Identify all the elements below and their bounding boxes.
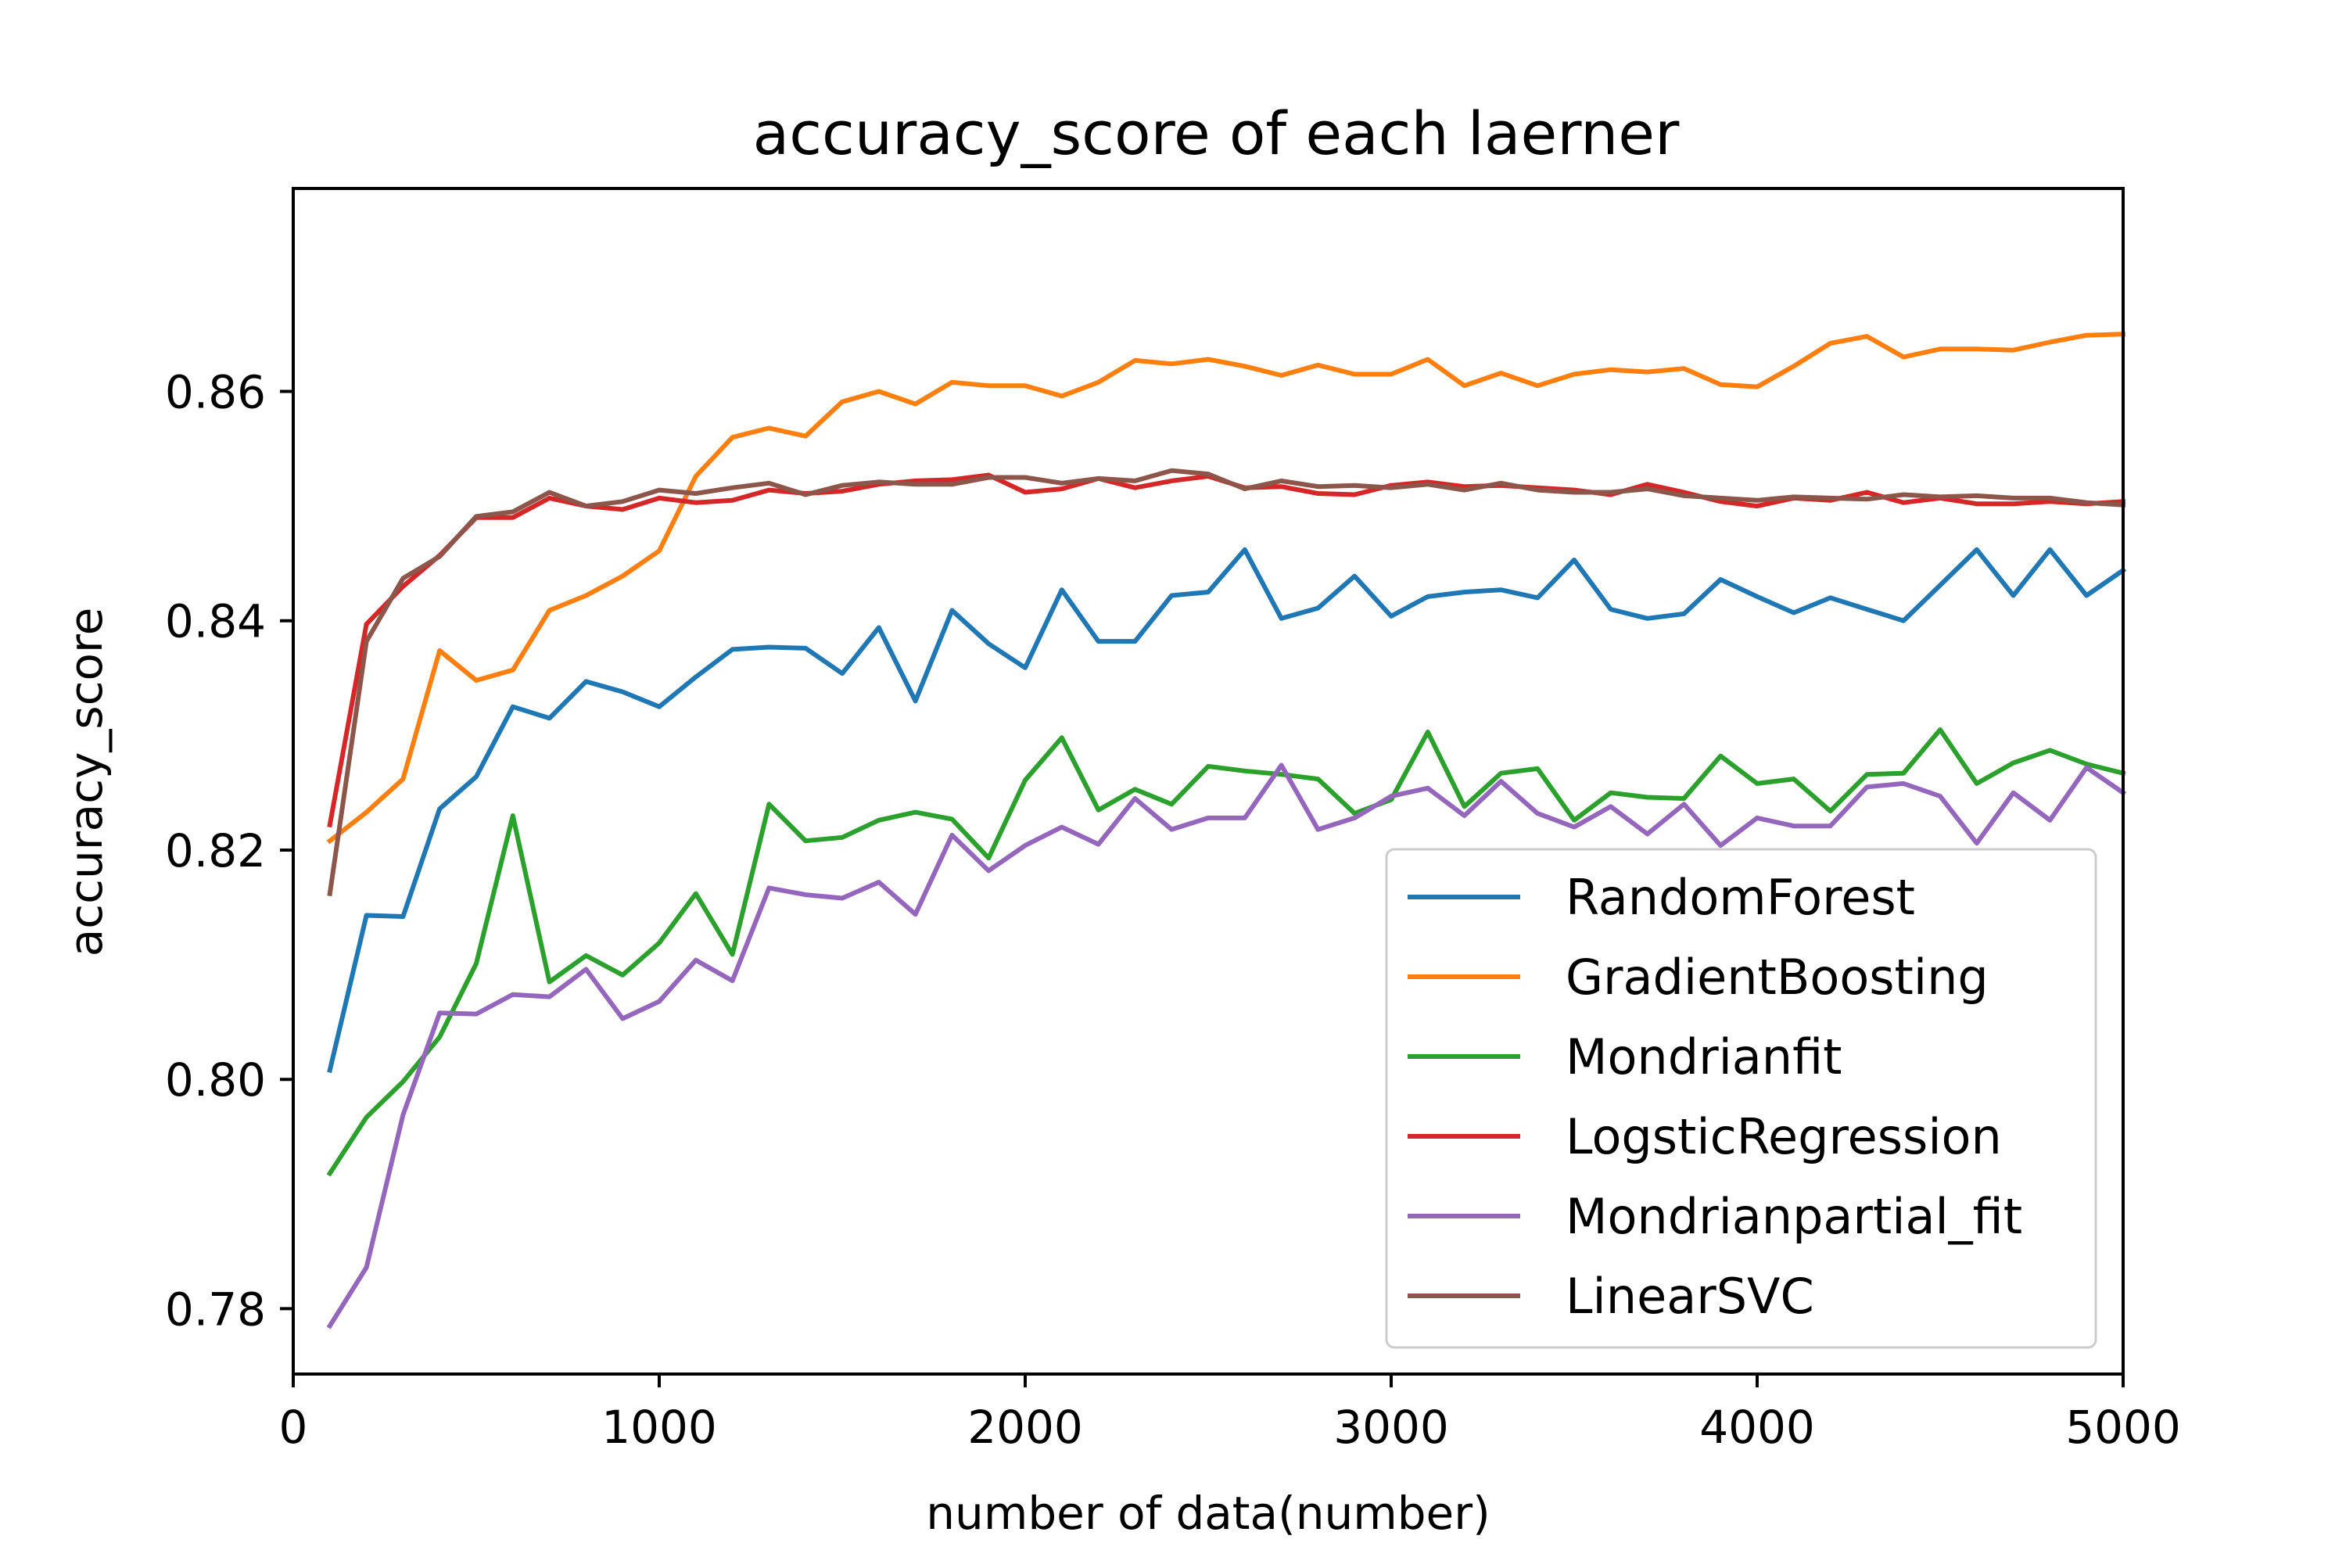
legend-box xyxy=(1385,848,2097,1349)
series-line-0 xyxy=(327,547,2127,1074)
series-line-5 xyxy=(327,468,2126,897)
chart-title: accuracy_score of each laerner xyxy=(753,99,1680,168)
y-tick-label: 0.82 xyxy=(165,824,266,877)
plot-frame xyxy=(292,187,2125,1376)
x-tick-label: 0 xyxy=(279,1401,308,1454)
x-tick-label: 2000 xyxy=(967,1401,1083,1454)
y-tick-label: 0.80 xyxy=(165,1053,266,1107)
series-line-4 xyxy=(326,762,2127,1329)
legend-label: GradientBoosting xyxy=(1566,949,1989,1006)
series-line-2 xyxy=(326,727,2126,1177)
legend-label: Mondrianpartial_fit xyxy=(1566,1188,2022,1245)
series-layer xyxy=(326,332,2127,1329)
y-tick-label: 0.84 xyxy=(165,595,266,648)
series-line-1 xyxy=(326,332,2126,845)
x-tick-label: 5000 xyxy=(2065,1401,2181,1454)
legend: RandomForest GradientBoosting Mondrianfit L… xyxy=(1385,848,2097,1349)
x-axis-ticks: 0 1000 2000 3000 4000 5000 xyxy=(279,1374,2181,1454)
legend-label: Mondrianfit xyxy=(1566,1028,1842,1085)
x-tick-label: 4000 xyxy=(1699,1401,1815,1454)
y-tick-label: 0.78 xyxy=(165,1283,266,1336)
legend-label: RandomForest xyxy=(1566,869,1915,926)
x-axis-label: number of data(number) xyxy=(926,1487,1490,1540)
legend-label: LogsticRegression xyxy=(1566,1108,2002,1165)
legend-label: LinearSVC xyxy=(1566,1268,1814,1325)
y-tick-label: 0.86 xyxy=(165,366,266,419)
y-axis-ticks: 0.78 0.80 0.82 0.84 0.86 xyxy=(165,366,293,1336)
x-tick-label: 3000 xyxy=(1333,1401,1449,1454)
y-axis-label: accuracy_score xyxy=(59,608,113,957)
x-tick-label: 1000 xyxy=(601,1401,717,1454)
